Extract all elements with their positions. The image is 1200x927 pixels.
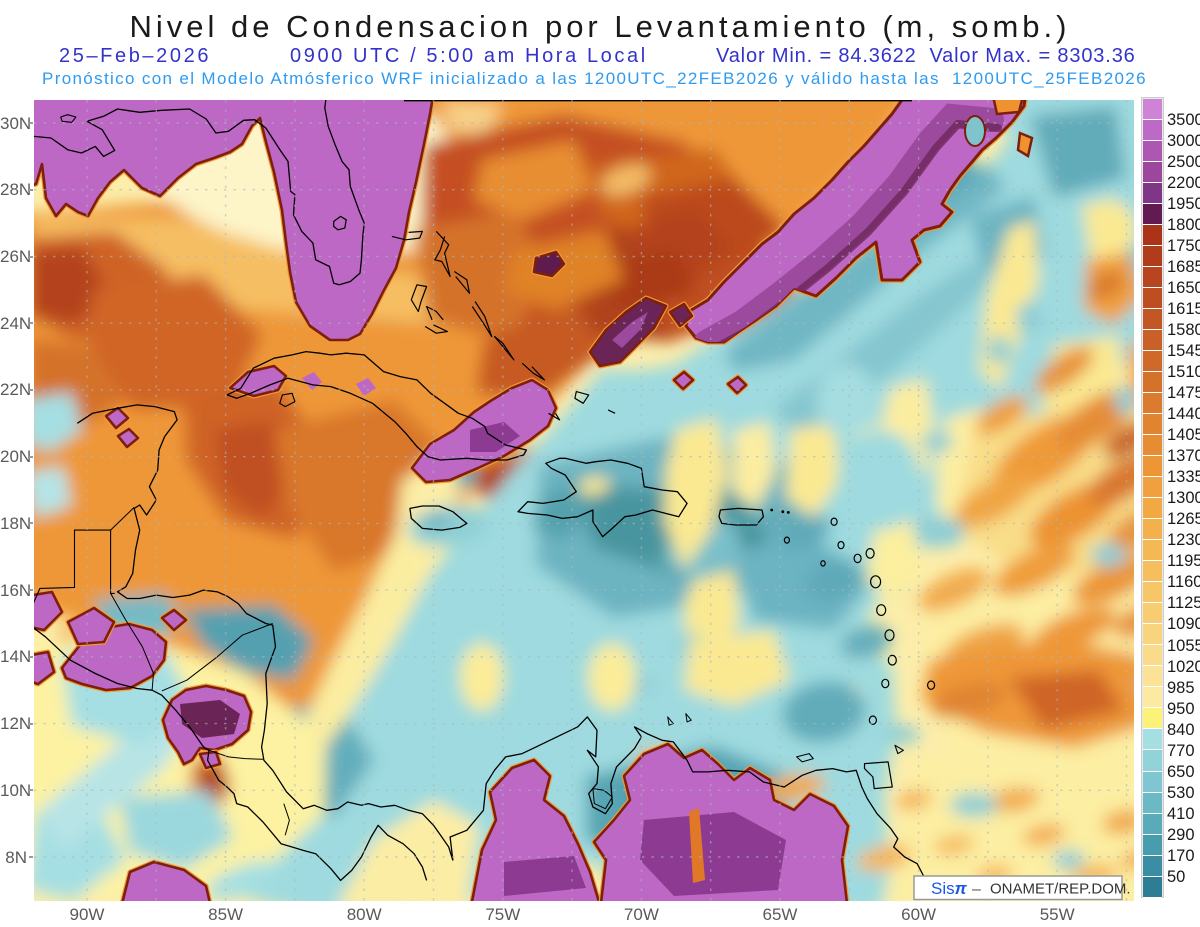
svg-text:–: – [972,881,981,898]
svg-text:Sisπ: Sisπ [931,879,968,898]
svg-text:ONAMET/REP.DOM.: ONAMET/REP.DOM. [990,881,1131,898]
